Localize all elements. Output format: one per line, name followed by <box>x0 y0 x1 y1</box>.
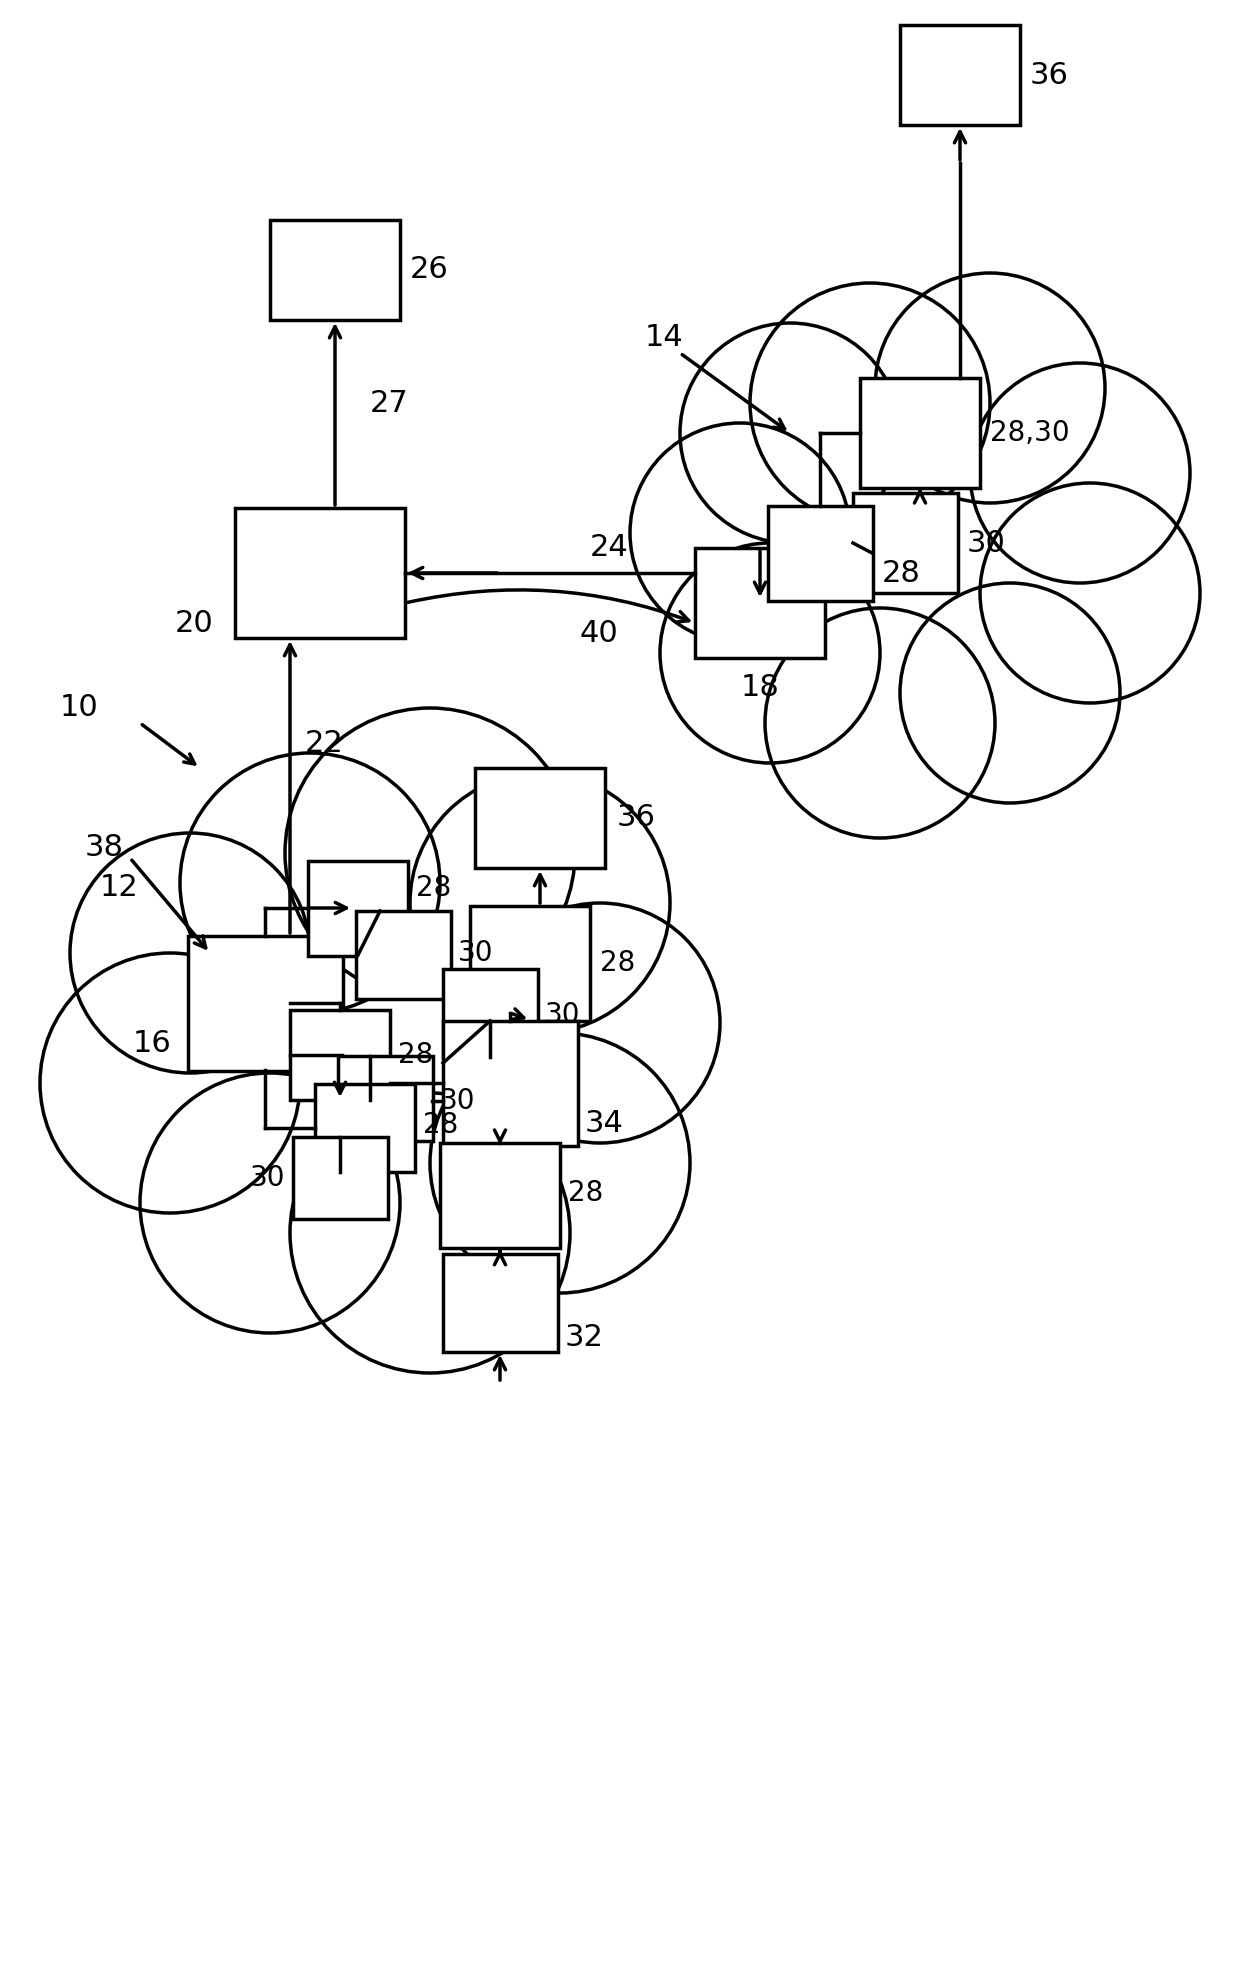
Text: 28: 28 <box>415 874 451 903</box>
Circle shape <box>180 754 440 1013</box>
Bar <box>475 768 605 868</box>
Text: 30: 30 <box>546 1001 580 1029</box>
Text: 36: 36 <box>1030 61 1069 90</box>
Circle shape <box>140 1074 401 1333</box>
Bar <box>337 1056 433 1141</box>
Text: 12: 12 <box>100 874 139 903</box>
Circle shape <box>290 1093 570 1372</box>
Bar <box>900 26 1021 126</box>
Text: 28: 28 <box>600 948 635 978</box>
Text: 22: 22 <box>305 728 343 758</box>
Circle shape <box>980 483 1200 703</box>
Text: 30: 30 <box>458 938 494 968</box>
Text: 36: 36 <box>618 803 656 832</box>
Bar <box>356 911 450 999</box>
Bar <box>470 905 590 1021</box>
Circle shape <box>680 324 900 544</box>
Circle shape <box>285 709 575 997</box>
Circle shape <box>875 273 1105 503</box>
Circle shape <box>410 773 670 1033</box>
Text: 28: 28 <box>398 1040 433 1070</box>
Text: 28: 28 <box>568 1180 603 1207</box>
Circle shape <box>660 544 880 764</box>
Text: 28: 28 <box>423 1111 459 1139</box>
Bar <box>443 1254 558 1353</box>
Text: 34: 34 <box>585 1109 624 1137</box>
Text: 24: 24 <box>590 534 629 563</box>
Bar <box>270 220 401 320</box>
Text: 10: 10 <box>60 693 99 722</box>
Circle shape <box>40 952 300 1213</box>
Circle shape <box>900 583 1120 803</box>
Text: 32: 32 <box>565 1323 604 1353</box>
Text: 30: 30 <box>249 1164 285 1192</box>
Text: 26: 26 <box>410 255 449 285</box>
Bar <box>315 1084 415 1172</box>
Text: 18: 18 <box>740 673 780 703</box>
Text: 20: 20 <box>175 609 213 638</box>
Bar <box>187 936 342 1070</box>
Bar <box>236 508 405 638</box>
Text: 38: 38 <box>86 834 124 862</box>
Text: 14: 14 <box>645 324 683 353</box>
Circle shape <box>480 903 720 1142</box>
Text: 30: 30 <box>967 528 1006 557</box>
Bar <box>290 1011 391 1099</box>
Bar <box>853 493 957 593</box>
Circle shape <box>750 283 990 522</box>
Bar <box>443 970 537 1056</box>
Text: 28: 28 <box>882 559 921 587</box>
Text: 30: 30 <box>440 1088 475 1115</box>
Bar <box>768 506 873 601</box>
Bar <box>443 1021 578 1146</box>
Text: 27: 27 <box>370 389 409 418</box>
Text: 28,30: 28,30 <box>990 418 1070 448</box>
Circle shape <box>630 422 849 644</box>
Bar <box>308 860 408 956</box>
Circle shape <box>970 363 1190 583</box>
Bar <box>861 379 980 489</box>
Circle shape <box>69 832 310 1074</box>
Bar <box>694 548 825 658</box>
Circle shape <box>430 1033 689 1294</box>
Text: 40: 40 <box>580 618 619 648</box>
Text: 16: 16 <box>133 1029 172 1058</box>
Circle shape <box>765 609 994 838</box>
Bar <box>293 1137 387 1219</box>
Bar <box>440 1142 560 1248</box>
